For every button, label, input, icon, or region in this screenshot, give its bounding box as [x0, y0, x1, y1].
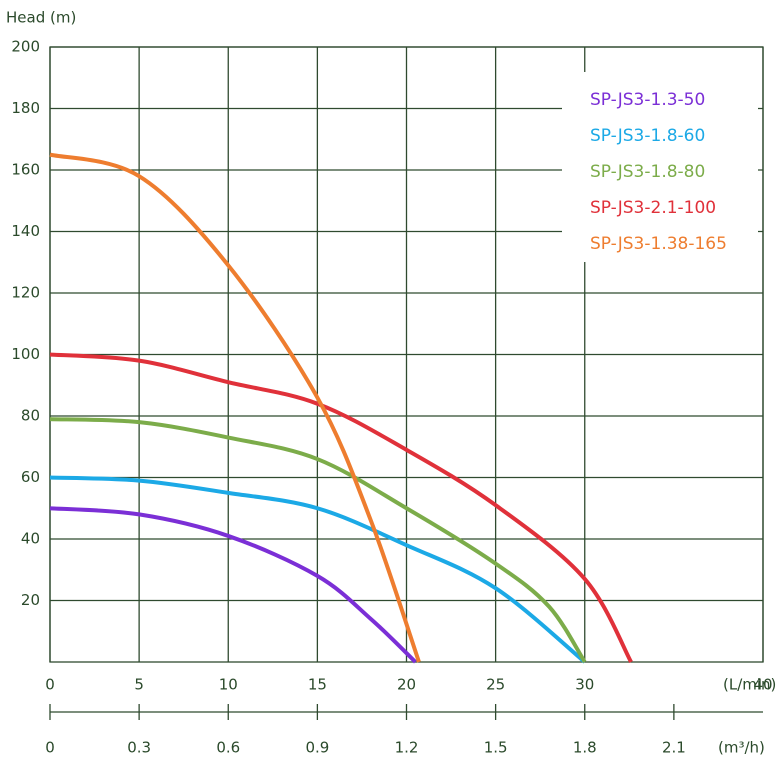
x-axis-label: (L/min) [723, 676, 776, 694]
x2-axis-label: (m³/h) [718, 739, 765, 757]
y-axis-label: Head (m) [6, 9, 76, 27]
y-tick-label: 80 [21, 407, 40, 425]
x2-tick-label: 0 [45, 739, 55, 757]
x-tick-label: 30 [575, 676, 594, 694]
x-tick-label: 25 [486, 676, 505, 694]
x-tick-label: 15 [308, 676, 327, 694]
y-tick-label: 100 [11, 345, 40, 363]
y-tick-label: 180 [11, 99, 40, 117]
legend-entry: SP-JS3-1.38-165 [590, 234, 727, 254]
y-tick-label: 60 [21, 468, 40, 486]
x2-tick-label: 1.8 [573, 739, 597, 757]
legend-box [562, 72, 758, 262]
y-tick-label: 200 [11, 38, 40, 56]
curve [49, 417, 587, 664]
y-tick-label: 160 [11, 161, 40, 179]
y-tick-label: 140 [11, 222, 40, 240]
x2-tick-label: 0.9 [305, 739, 329, 757]
x-tick-label: 0 [45, 676, 55, 694]
x2-tick-label: 0.3 [127, 739, 151, 757]
y-tick-label: 120 [11, 284, 40, 302]
x-tick-label: 5 [134, 676, 144, 694]
curve [49, 152, 421, 663]
curve [49, 475, 587, 664]
curve [49, 352, 633, 663]
y-tick-label: 40 [21, 530, 40, 548]
x-tick-label: 10 [219, 676, 238, 694]
x2-tick-label: 0.6 [216, 739, 240, 757]
legend-entry: SP-JS3-2.1-100 [590, 198, 716, 218]
legend-entry: SP-JS3-1.3-50 [590, 90, 705, 110]
x-tick-label: 20 [397, 676, 416, 694]
x2-tick-label: 1.2 [395, 739, 419, 757]
x2-tick-label: 2.1 [662, 739, 686, 757]
x2-tick-label: 1.5 [484, 739, 508, 757]
legend-entry: SP-JS3-1.8-60 [590, 126, 705, 146]
legend-entry: SP-JS3-1.8-80 [590, 162, 705, 182]
y-tick-label: 20 [21, 591, 40, 609]
curve [49, 506, 417, 664]
x-tick-label: 40 [753, 676, 772, 694]
